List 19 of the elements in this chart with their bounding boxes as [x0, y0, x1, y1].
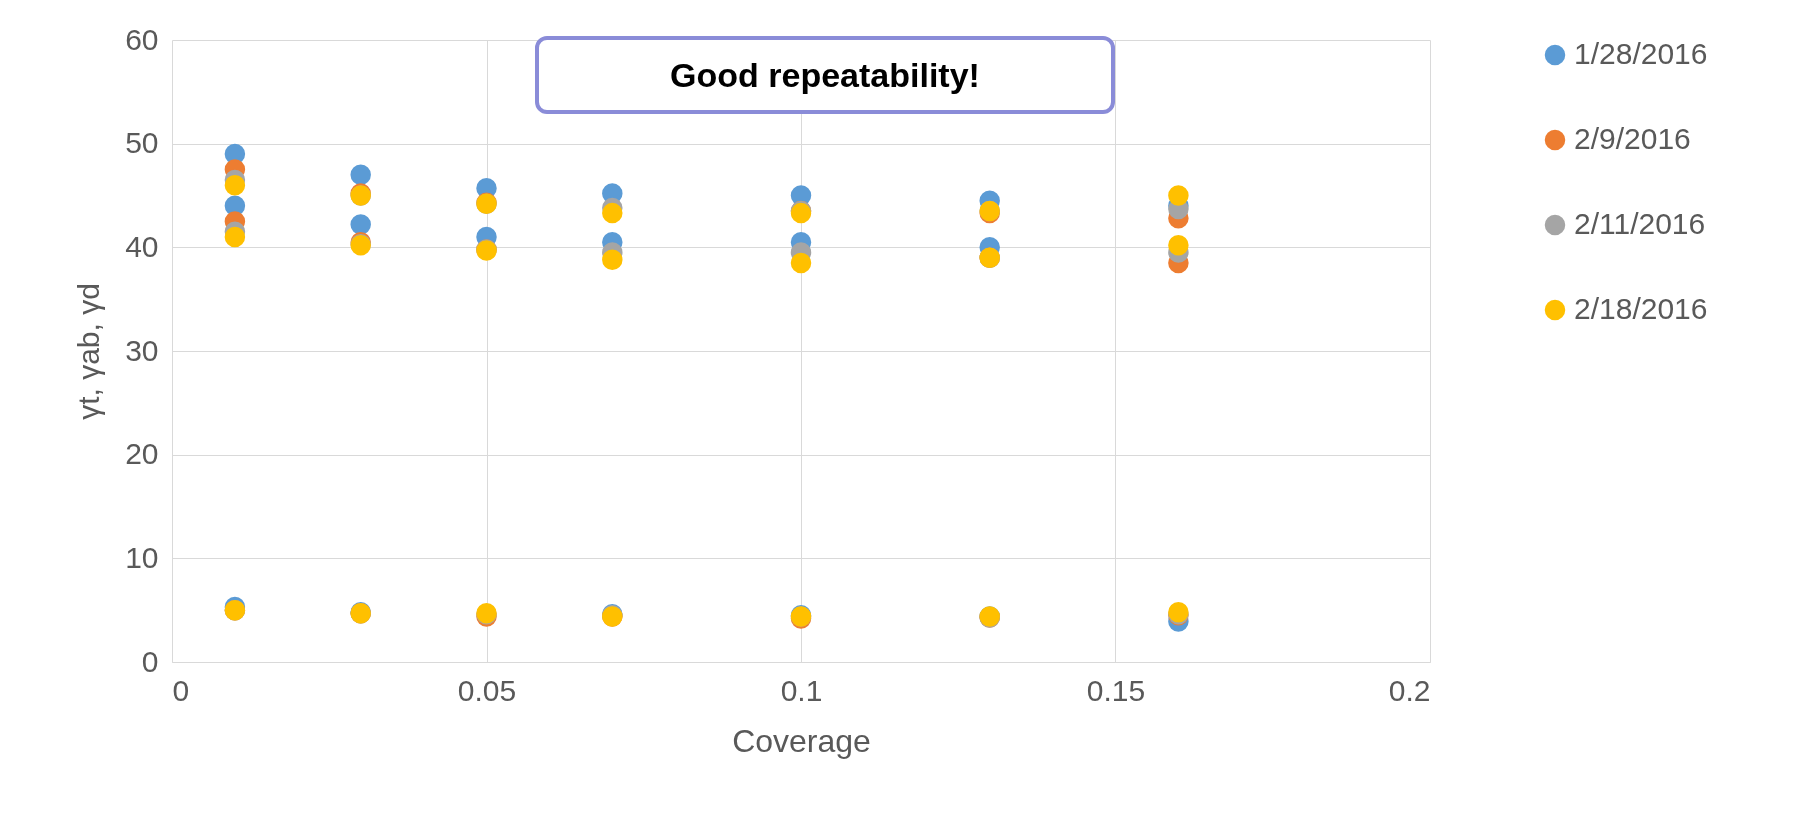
- x-tick-label: 0.1: [780, 673, 823, 707]
- x-tick-label: 0: [172, 673, 190, 707]
- y-axis-title: γt, γab, γd: [72, 283, 106, 420]
- y-tick-label: 40: [125, 229, 159, 263]
- y-tick-label: 0: [141, 644, 159, 678]
- legend-label: 1/28/2016: [1574, 37, 1708, 70]
- x-axis-title: Coverage: [732, 722, 871, 759]
- x-tick-label: 0.2: [1388, 673, 1431, 707]
- y-tick-label: 50: [125, 126, 159, 160]
- y-tick-label: 60: [125, 22, 159, 56]
- legend-label: 2/9/2016: [1574, 122, 1691, 155]
- x-tick-label: 0.05: [457, 673, 517, 707]
- legend-label: 2/11/2016: [1574, 207, 1706, 240]
- y-tick-label: 20: [125, 437, 159, 471]
- y-tick-label: 10: [125, 540, 159, 574]
- callout-box: Good repeatability!: [535, 36, 1115, 114]
- legend-label: 2/18/2016: [1574, 292, 1708, 325]
- y-tick-label: 30: [125, 333, 159, 367]
- x-tick-label: 0.15: [1086, 673, 1146, 707]
